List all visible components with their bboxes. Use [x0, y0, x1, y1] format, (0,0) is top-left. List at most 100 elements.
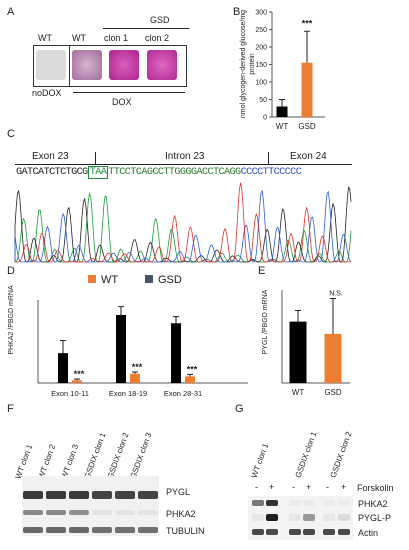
blot-band: [338, 529, 350, 535]
band-label-phka2: PHKA2: [166, 509, 196, 519]
y-tick-label: 100: [255, 80, 267, 87]
seq-exon24: CCCCTTCCCCC: [240, 167, 302, 178]
blot-band: [138, 510, 158, 515]
blot-band: [303, 529, 315, 535]
blot-band: [266, 500, 278, 506]
x-tick-label: WT: [292, 388, 305, 397]
sign: -: [292, 482, 295, 492]
bar: [72, 380, 82, 383]
exon23-label: Exon 23: [32, 151, 69, 162]
significance-marker: ***: [302, 18, 313, 28]
dox-line: [73, 92, 185, 93]
blot-band: [338, 500, 350, 506]
band-label-pygl-p: PYGL-P: [358, 513, 392, 523]
blot-band: [266, 529, 278, 535]
blot-band: [289, 514, 301, 521]
blot-f-membrane: [22, 476, 159, 536]
lane-label-wt-2: WT: [72, 33, 86, 43]
legend-label: WT: [101, 274, 118, 286]
blot-band: [323, 529, 335, 535]
sign: +: [269, 482, 275, 492]
chromatogram-trace: [14, 182, 352, 263]
blot-band: [69, 527, 89, 533]
blot-band: [252, 529, 264, 535]
legend-swatch: [145, 275, 153, 283]
blot-band: [323, 514, 335, 521]
chromatogram-trace: [14, 189, 352, 263]
significance-marker: ***: [187, 364, 198, 374]
x-tick-label: GSD: [324, 388, 342, 397]
significance-marker: ***: [74, 369, 85, 379]
forskolin-label: Forskolin: [357, 483, 394, 493]
blot-band: [46, 491, 66, 499]
blot-band: [289, 529, 301, 535]
blot-band: [266, 514, 278, 521]
blot-band: [338, 514, 350, 521]
band-label-tubulin: TUBULIN: [166, 526, 205, 536]
blot-band: [92, 527, 112, 533]
blot-band: [323, 500, 335, 506]
significance-marker: N.S.: [329, 291, 343, 298]
panel-d-label: D: [7, 265, 15, 277]
y-tick-label: 50: [259, 97, 267, 104]
blot-band: [115, 491, 135, 499]
y-tick-label: 300: [255, 10, 267, 17]
exon24-label: Exon 24: [290, 151, 327, 162]
stop-codon-box: TAA: [87, 166, 109, 179]
dna-sequence: GATCATCTCTGCG TAA TTCCTCAGCCTTGGGGACCTCAGG…: [16, 166, 302, 179]
blot-band: [252, 514, 264, 521]
x-tick-label: Exon 28-31: [164, 389, 202, 398]
bar: [58, 353, 68, 383]
dox-label: DOX: [112, 97, 132, 107]
blot-band: [23, 527, 43, 533]
panel-f-label: F: [7, 403, 14, 415]
blot-band: [115, 510, 135, 515]
well-divider: [69, 45, 70, 86]
gsd-bracket-line: [103, 28, 189, 29]
well-wt-nodox: [36, 50, 66, 80]
bar: [116, 314, 126, 383]
lane-label-wt-1: WT: [38, 33, 52, 43]
bar: [301, 62, 313, 117]
panel-b-label: B: [233, 6, 241, 18]
y-tick-label: 0: [263, 115, 267, 122]
blot-band: [252, 500, 264, 506]
x-tick-label: GSD: [298, 122, 316, 131]
bar: [171, 323, 181, 383]
blot-band: [92, 510, 112, 515]
y-tick-label: 250: [255, 27, 267, 34]
band-label-pygl: PYGL: [166, 487, 191, 497]
blot-band: [46, 510, 66, 515]
x-tick-label: WT: [276, 122, 289, 131]
panel-e-label: E: [258, 265, 266, 277]
bar: [130, 373, 140, 383]
well-plate-frame: [33, 45, 187, 87]
sign: -: [326, 482, 329, 492]
blot-band: [23, 491, 43, 499]
legend-swatch: [88, 275, 96, 283]
legend-label: GSD: [158, 274, 182, 286]
exon-intron-boundary-1: [95, 152, 96, 164]
blot-band: [115, 527, 135, 533]
x-tick-label: Exon 18-19: [109, 389, 147, 398]
sign: -: [255, 482, 258, 492]
sequence-bar: [15, 164, 352, 165]
seq-intron23: TTCCTCAGCCTTGGGGACCTCAGG: [108, 167, 241, 178]
blot-band: [69, 491, 89, 499]
blot-band: [138, 527, 158, 533]
well-gsd-clon2: [147, 50, 177, 80]
exon-intron-boundary-2: [268, 152, 269, 164]
blot-band: [138, 491, 158, 499]
sign: +: [341, 482, 347, 492]
panel-a-label: A: [7, 6, 15, 18]
bar: [289, 321, 307, 383]
band-label-phka2-g: PHKA2: [358, 499, 388, 509]
bar: [324, 333, 342, 383]
seq-exon23: GATCATCTCTGCG: [16, 167, 88, 178]
blot-band: [92, 491, 112, 499]
bar: [185, 376, 195, 383]
